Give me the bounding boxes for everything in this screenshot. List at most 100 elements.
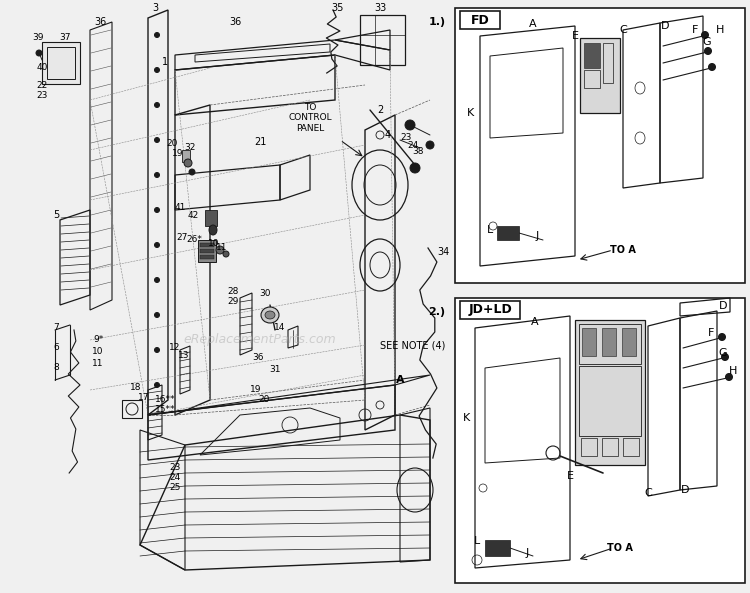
Text: K: K bbox=[466, 108, 474, 118]
Text: G: G bbox=[718, 348, 728, 358]
Text: 23: 23 bbox=[170, 464, 181, 473]
Ellipse shape bbox=[154, 68, 160, 72]
Text: 3: 3 bbox=[152, 3, 158, 13]
Ellipse shape bbox=[154, 278, 160, 282]
Text: D: D bbox=[681, 485, 689, 495]
Text: F: F bbox=[708, 328, 714, 338]
Ellipse shape bbox=[722, 353, 728, 361]
Text: L: L bbox=[487, 225, 494, 235]
Text: 14: 14 bbox=[274, 324, 286, 333]
Bar bbox=[580, 38, 620, 113]
Text: A: A bbox=[530, 19, 537, 29]
Text: 35: 35 bbox=[332, 3, 344, 13]
Text: 34: 34 bbox=[436, 247, 449, 257]
Text: 18: 18 bbox=[130, 384, 142, 393]
Ellipse shape bbox=[426, 141, 434, 149]
Text: TO A: TO A bbox=[607, 543, 633, 553]
Text: 2.): 2.) bbox=[428, 307, 445, 317]
Bar bbox=[622, 328, 636, 356]
Text: 21: 21 bbox=[254, 137, 266, 147]
Text: 40: 40 bbox=[36, 63, 48, 72]
Text: 20: 20 bbox=[166, 139, 178, 148]
Bar bbox=[122, 400, 142, 418]
Text: 32: 32 bbox=[184, 144, 196, 152]
Bar bbox=[198, 240, 216, 262]
Ellipse shape bbox=[718, 333, 725, 340]
Text: A: A bbox=[396, 375, 404, 385]
Text: E: E bbox=[566, 471, 574, 481]
Ellipse shape bbox=[154, 243, 160, 247]
Ellipse shape bbox=[709, 63, 716, 71]
Text: 11: 11 bbox=[92, 359, 104, 368]
Text: D: D bbox=[718, 301, 728, 311]
Bar bbox=[200, 255, 214, 259]
Text: 36: 36 bbox=[252, 353, 264, 362]
Bar bbox=[200, 249, 214, 253]
Text: 38: 38 bbox=[413, 148, 424, 157]
Text: 42: 42 bbox=[188, 211, 199, 219]
Text: J: J bbox=[525, 548, 529, 558]
Text: 12: 12 bbox=[170, 343, 181, 352]
Text: J: J bbox=[536, 231, 538, 241]
Text: 33: 33 bbox=[374, 3, 386, 13]
Text: 17: 17 bbox=[138, 393, 150, 401]
Text: 19: 19 bbox=[251, 385, 262, 394]
Text: 2: 2 bbox=[376, 105, 383, 115]
Text: 20: 20 bbox=[258, 396, 270, 404]
Bar bbox=[200, 243, 214, 247]
Text: 16**: 16** bbox=[154, 396, 176, 404]
Ellipse shape bbox=[154, 208, 160, 212]
Text: 9*: 9* bbox=[93, 336, 103, 345]
Ellipse shape bbox=[154, 382, 160, 387]
Ellipse shape bbox=[261, 307, 279, 323]
Text: H: H bbox=[716, 25, 724, 35]
Text: 10: 10 bbox=[209, 238, 220, 247]
Bar bbox=[581, 438, 597, 456]
Text: 4: 4 bbox=[385, 130, 391, 140]
Bar bbox=[42, 42, 80, 84]
Ellipse shape bbox=[36, 50, 42, 56]
Ellipse shape bbox=[704, 47, 712, 55]
Text: 22: 22 bbox=[36, 81, 48, 90]
Bar bbox=[485, 540, 510, 556]
Text: 31: 31 bbox=[269, 365, 280, 375]
Text: 19: 19 bbox=[172, 148, 184, 158]
Text: 24: 24 bbox=[170, 473, 181, 483]
Text: 15**: 15** bbox=[154, 406, 176, 415]
Text: 39: 39 bbox=[32, 33, 44, 43]
Ellipse shape bbox=[154, 138, 160, 142]
Ellipse shape bbox=[223, 251, 229, 257]
Text: 27: 27 bbox=[176, 234, 188, 243]
Text: 25: 25 bbox=[170, 483, 181, 493]
Text: E: E bbox=[572, 31, 578, 41]
Ellipse shape bbox=[189, 169, 195, 175]
Text: 28: 28 bbox=[227, 288, 238, 296]
Bar bbox=[579, 366, 641, 436]
Text: 36: 36 bbox=[229, 17, 242, 27]
Text: 6: 6 bbox=[53, 343, 58, 352]
Text: 29: 29 bbox=[227, 298, 238, 307]
Bar bbox=[602, 328, 616, 356]
Bar bbox=[182, 150, 190, 162]
Bar bbox=[584, 43, 600, 68]
Text: 8: 8 bbox=[53, 364, 58, 372]
Bar bbox=[584, 70, 600, 88]
Text: 1.): 1.) bbox=[428, 17, 445, 27]
Ellipse shape bbox=[405, 120, 415, 130]
Text: 11: 11 bbox=[216, 244, 228, 253]
Ellipse shape bbox=[154, 103, 160, 107]
Text: 37: 37 bbox=[59, 33, 70, 43]
Text: C: C bbox=[644, 488, 652, 498]
Text: 24: 24 bbox=[407, 141, 419, 149]
Text: 36: 36 bbox=[94, 17, 106, 27]
Bar bbox=[455, 8, 745, 283]
Bar bbox=[623, 438, 639, 456]
Text: H: H bbox=[729, 366, 737, 376]
Bar bbox=[497, 226, 519, 240]
Ellipse shape bbox=[410, 163, 420, 173]
Bar bbox=[460, 301, 520, 319]
Ellipse shape bbox=[184, 159, 192, 167]
Text: F: F bbox=[692, 25, 698, 35]
Bar bbox=[603, 43, 613, 83]
Text: 26*: 26* bbox=[186, 235, 202, 244]
